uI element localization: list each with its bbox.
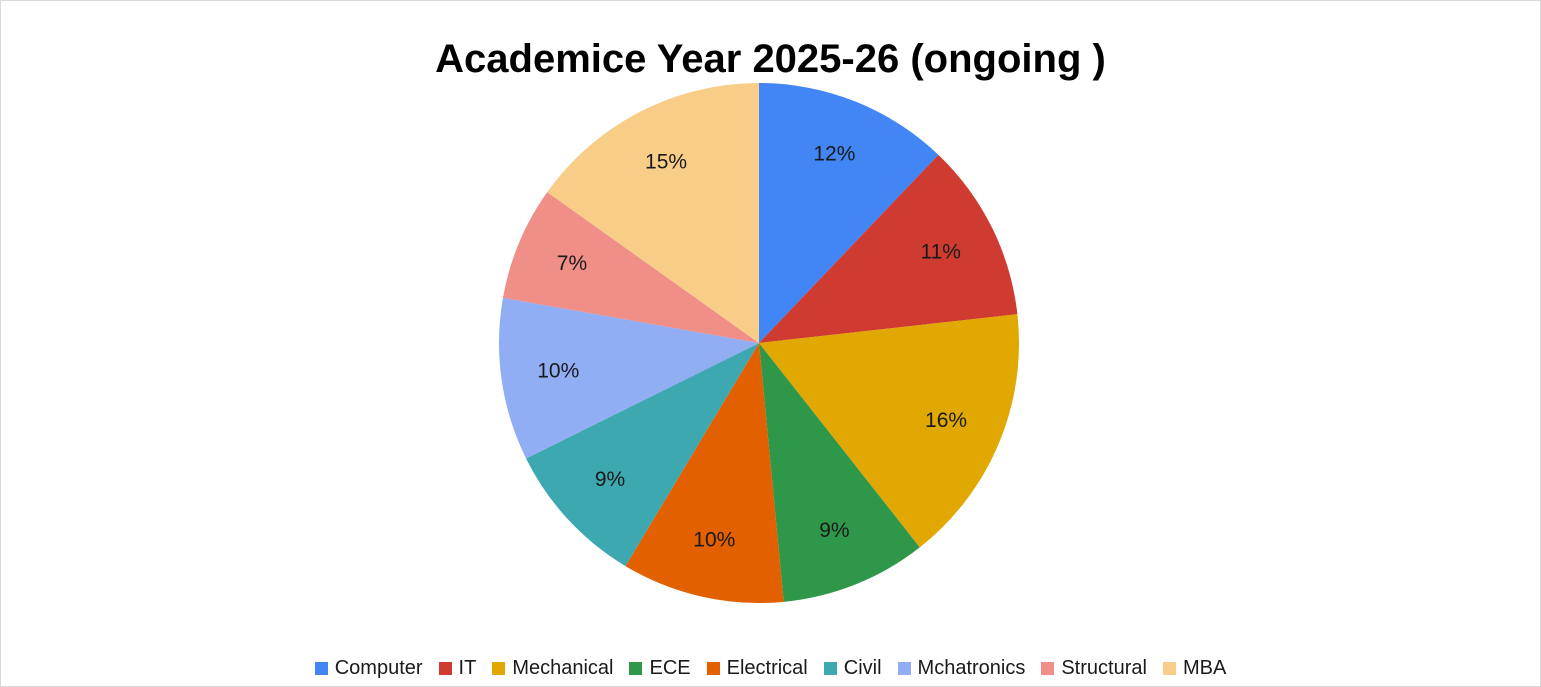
pie-slice-computer [759,83,939,343]
pie-slice-mechanical [759,314,1019,548]
legend-label: Civil [843,656,882,679]
legend-label: Mchatronics [917,656,1026,679]
slice-label-mechanical: 16% [925,409,967,432]
legend-item-mchatronics: Mchatronics [897,656,1026,680]
pie-slice-structural [502,192,759,343]
slice-label-electrical: 10% [693,528,735,551]
legend-label: MBA [1182,656,1227,679]
legend-label: Mechanical [512,656,614,679]
legend-item-mechanical: Mechanical [492,657,613,680]
slice-label-mchatronics: 10% [537,359,579,382]
slice-label-computer: 12% [813,142,855,165]
legend-swatch [314,661,328,675]
legend-label: Structural [1061,656,1147,679]
legend-item-electrical: Electrical [706,656,808,680]
chart-legend: Computer IT Mechanical ECE Electrical Civil Mc… [0,656,1541,680]
legend-item-computer: Computer [314,656,423,680]
legend-label: ECE [649,656,691,679]
pie-slice-mchatronics [499,297,759,459]
legend-swatch [1162,661,1176,675]
slice-label-civil: 9% [595,468,625,491]
legend-item-structural: Structural [1041,657,1147,680]
pie-slice-mba [547,83,759,343]
slice-label-it: 11% [920,240,960,263]
slice-label-structural: 7% [557,252,587,275]
legend-label: IT [458,656,477,679]
legend-swatch [706,661,720,675]
slice-label-ece: 9% [819,519,849,542]
legend-swatch [629,661,643,675]
legend-item-it: IT [438,656,477,680]
legend-swatch [1041,661,1055,675]
slice-label-mba: 15% [645,150,687,173]
pie-slice-ece [759,343,920,602]
pie-slice-it [759,154,1018,343]
pie-slice-labels: 12% 11% 16% 9% 10% 9% 10% 7% 15% [537,142,967,551]
legend-swatch [823,661,837,675]
chart-title: Academice Year 2025-26 (ongoing ) [435,37,1106,81]
legend-swatch [492,661,506,675]
pie-slices [499,83,1019,603]
legend-label: Computer [334,656,423,679]
legend-item-civil: Civil [823,656,882,680]
pie-slice-civil [526,343,759,567]
legend-item-mba: MBA [1162,656,1227,680]
legend-swatch [897,661,911,675]
legend-swatch [438,661,452,675]
pie-slice-electrical [625,343,784,603]
legend-label: Electrical [726,656,808,679]
legend-item-ece: ECE [629,656,691,680]
